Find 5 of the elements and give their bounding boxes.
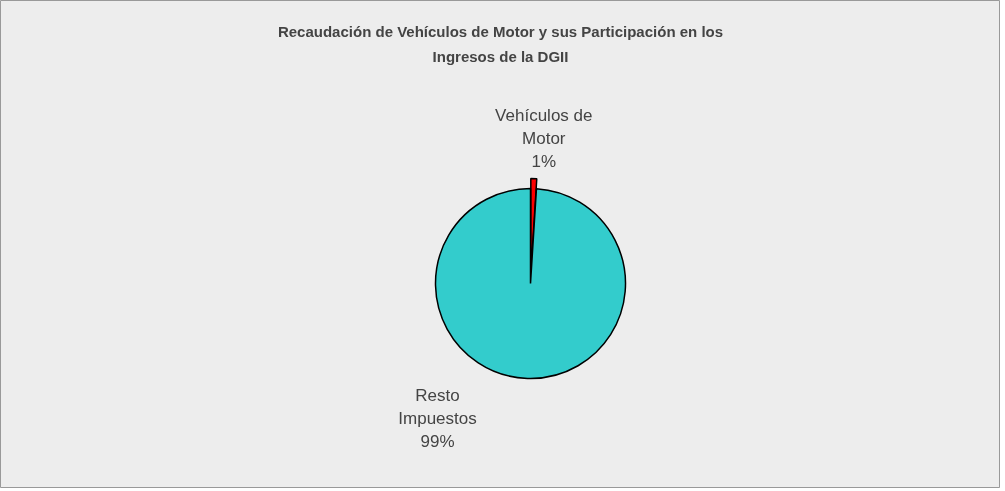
- slice-label: Resto Impuestos: [398, 386, 477, 429]
- data-label: 1%: [531, 151, 557, 171]
- data-label: 99%: [420, 432, 455, 452]
- slice-label: Vehículos de Motor: [495, 105, 593, 148]
- chart-title: Recaudación de Vehículos de Motor y sus Participación en los Ingresos de la DGII: [277, 22, 724, 65]
